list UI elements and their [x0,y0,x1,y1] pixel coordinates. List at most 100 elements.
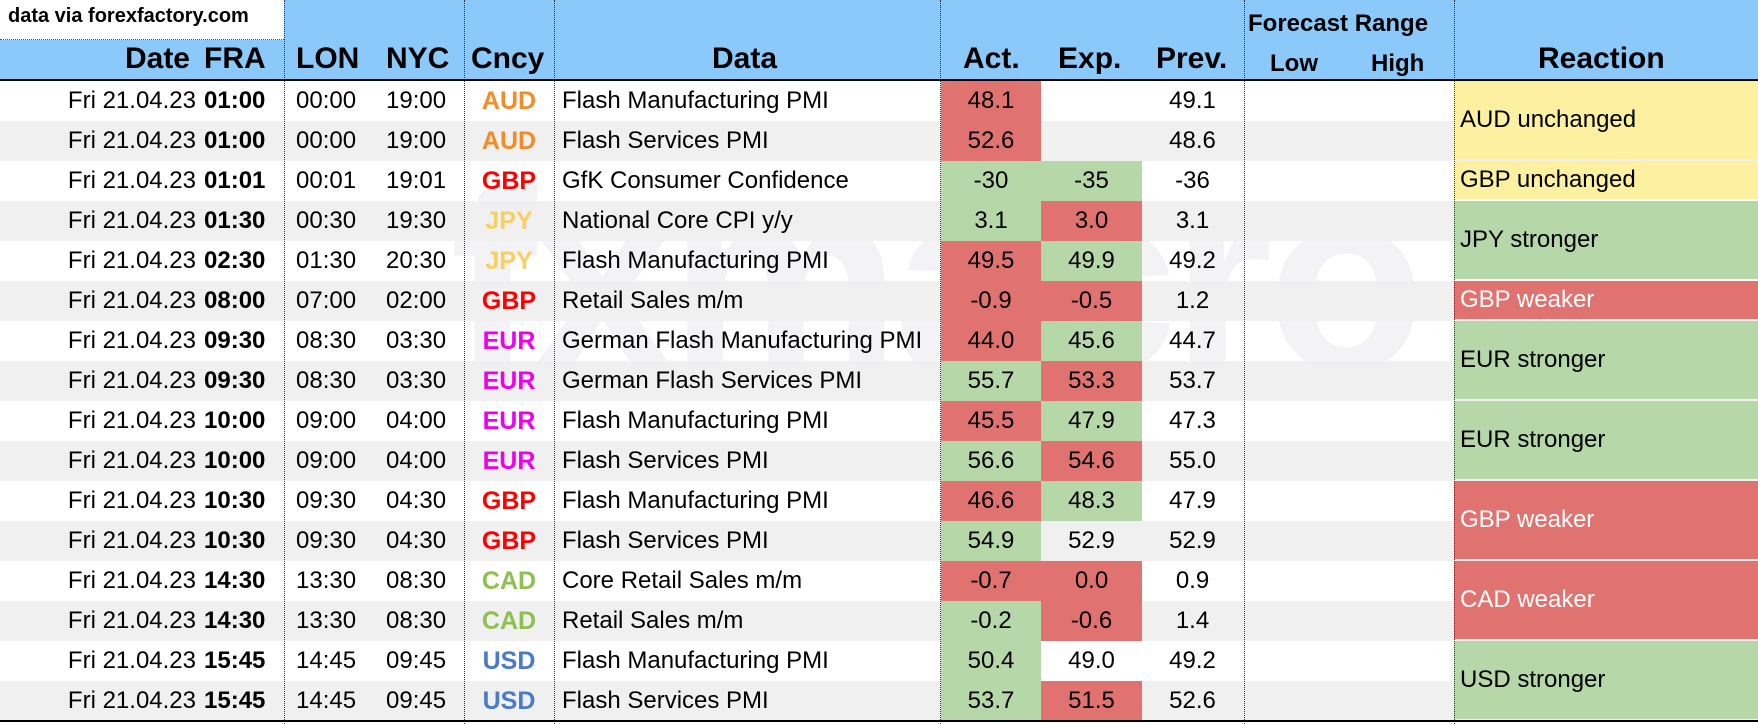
fra-cell: 02:30 [204,247,266,274]
data-cell: Flash Services PMI [562,527,769,554]
header-bar [0,0,1758,80]
cncy-cell: JPY [485,247,533,275]
cncy-cell: JPY [485,207,533,235]
cncy-cell: GBP [481,167,537,195]
lon-cell: 00:30 [296,207,357,234]
table-bottom-rule [0,720,1758,722]
column-divider [940,0,941,724]
column-divider [1454,0,1455,724]
exp-cell: 49.0 [1068,647,1115,674]
header-nyc: NYC [386,42,450,75]
fra-cell: 09:30 [204,327,266,354]
lon-cell: 09:30 [296,487,357,514]
nyc-cell: 08:30 [386,607,447,634]
prev-cell: 1.4 [1175,607,1210,634]
column-divider [1244,0,1245,724]
act-cell: -30 [941,161,1041,201]
data-cell: German Flash Services PMI [562,367,863,394]
exp-cell: -35 [1041,161,1142,201]
header-data: Data [712,42,778,75]
data-cell: German Flash Manufacturing PMI [562,327,923,354]
header-forecast-range: Forecast Range [1248,10,1429,37]
fra-cell: 10:00 [204,447,266,474]
act-cell: 44.0 [941,321,1041,361]
fra-cell: 01:30 [204,207,266,234]
header-prev: Prev. [1156,42,1228,75]
act-cell: -0.2 [941,601,1041,641]
table-row: Fri 21.04.23 09:30 08:30 03:30 EUR German Fla… [0,361,1758,401]
reaction-cell: GBP weaker [1454,281,1758,319]
data-cell: Retail Sales m/m [562,287,744,314]
cncy-cell: EUR [482,407,536,435]
data-cell: Flash Services PMI [562,127,769,154]
act-cell: 52.6 [941,121,1041,161]
header-cncy: Cncy [471,42,545,75]
data-cell: Flash Manufacturing PMI [562,647,829,674]
exp-cell: 54.6 [1041,441,1142,481]
data-cell: National Core CPI y/y [562,207,793,234]
date-cell: Fri 21.04.23 [67,687,196,714]
lon-cell: 08:30 [296,327,357,354]
prev-cell: 52.9 [1169,527,1216,554]
fra-cell: 15:45 [204,687,266,714]
cncy-cell: CAD [481,607,537,635]
lon-cell: 13:30 [296,567,357,594]
table-row: Fri 21.04.23 10:30 09:30 04:30 GBP Flash Manu… [0,481,1758,521]
lon-cell: 09:00 [296,407,357,434]
prev-cell: 49.1 [1169,87,1216,114]
lon-cell: 09:30 [296,527,357,554]
date-cell: Fri 21.04.23 [67,327,196,354]
prev-cell: 52.6 [1169,687,1216,714]
reaction-cell: GBP unchanged [1454,161,1758,199]
date-cell: Fri 21.04.23 [67,127,196,154]
lon-cell: 14:45 [296,687,357,714]
date-cell: Fri 21.04.23 [67,607,196,634]
date-cell: Fri 21.04.23 [67,527,196,554]
table-row: Fri 21.04.23 01:01 00:01 19:01 GBP GfK Consum… [0,161,1758,201]
exp-cell: 51.5 [1041,681,1142,721]
exp-cell: -0.5 [1041,281,1142,321]
prev-cell: 3.1 [1175,207,1210,234]
lon-cell: 08:30 [296,367,357,394]
lon-cell: 00:00 [296,127,357,154]
lon-cell: 00:01 [296,167,357,194]
header-date: Date [124,42,190,75]
nyc-cell: 04:30 [386,527,447,554]
nyc-cell: 09:45 [386,647,447,674]
data-cell: GfK Consumer Confidence [562,167,849,194]
nyc-cell: 03:30 [386,327,447,354]
fra-cell: 10:30 [204,487,266,514]
reaction-cell: EUR stronger [1454,321,1758,399]
header-act: Act. [963,42,1020,75]
table-row: Fri 21.04.23 09:30 08:30 03:30 EUR German Fla… [0,321,1758,361]
header-low: Low [1270,50,1318,77]
lon-cell: 07:00 [296,287,357,314]
fra-cell: 01:00 [204,87,266,114]
nyc-cell: 03:30 [386,367,447,394]
prev-cell: 47.3 [1169,407,1216,434]
act-cell: -0.7 [941,561,1041,601]
prev-cell: 49.2 [1169,647,1216,674]
nyc-cell: 19:00 [386,127,447,154]
exp-cell: 53.3 [1041,361,1142,401]
cncy-cell: AUD [481,127,537,155]
date-cell: Fri 21.04.23 [67,167,196,194]
fra-cell: 14:30 [204,567,266,594]
data-cell: Retail Sales m/m [562,607,744,634]
data-cell: Flash Manufacturing PMI [562,87,829,114]
nyc-cell: 19:30 [386,207,447,234]
act-cell: 56.6 [941,441,1041,481]
cncy-cell: EUR [482,367,536,395]
lon-cell: 14:45 [296,647,357,674]
fra-cell: 15:45 [204,647,266,674]
exp-cell: 49.9 [1041,241,1142,281]
header-bottom-rule [0,79,1758,81]
act-cell: 50.4 [941,641,1041,681]
prev-cell: 49.2 [1169,247,1216,274]
header-fra: FRA [204,42,266,75]
cncy-cell: GBP [481,527,537,555]
data-cell: Flash Manufacturing PMI [562,407,829,434]
lon-cell: 01:30 [296,247,357,274]
date-cell: Fri 21.04.23 [67,487,196,514]
exp-cell: -0.6 [1041,601,1142,641]
